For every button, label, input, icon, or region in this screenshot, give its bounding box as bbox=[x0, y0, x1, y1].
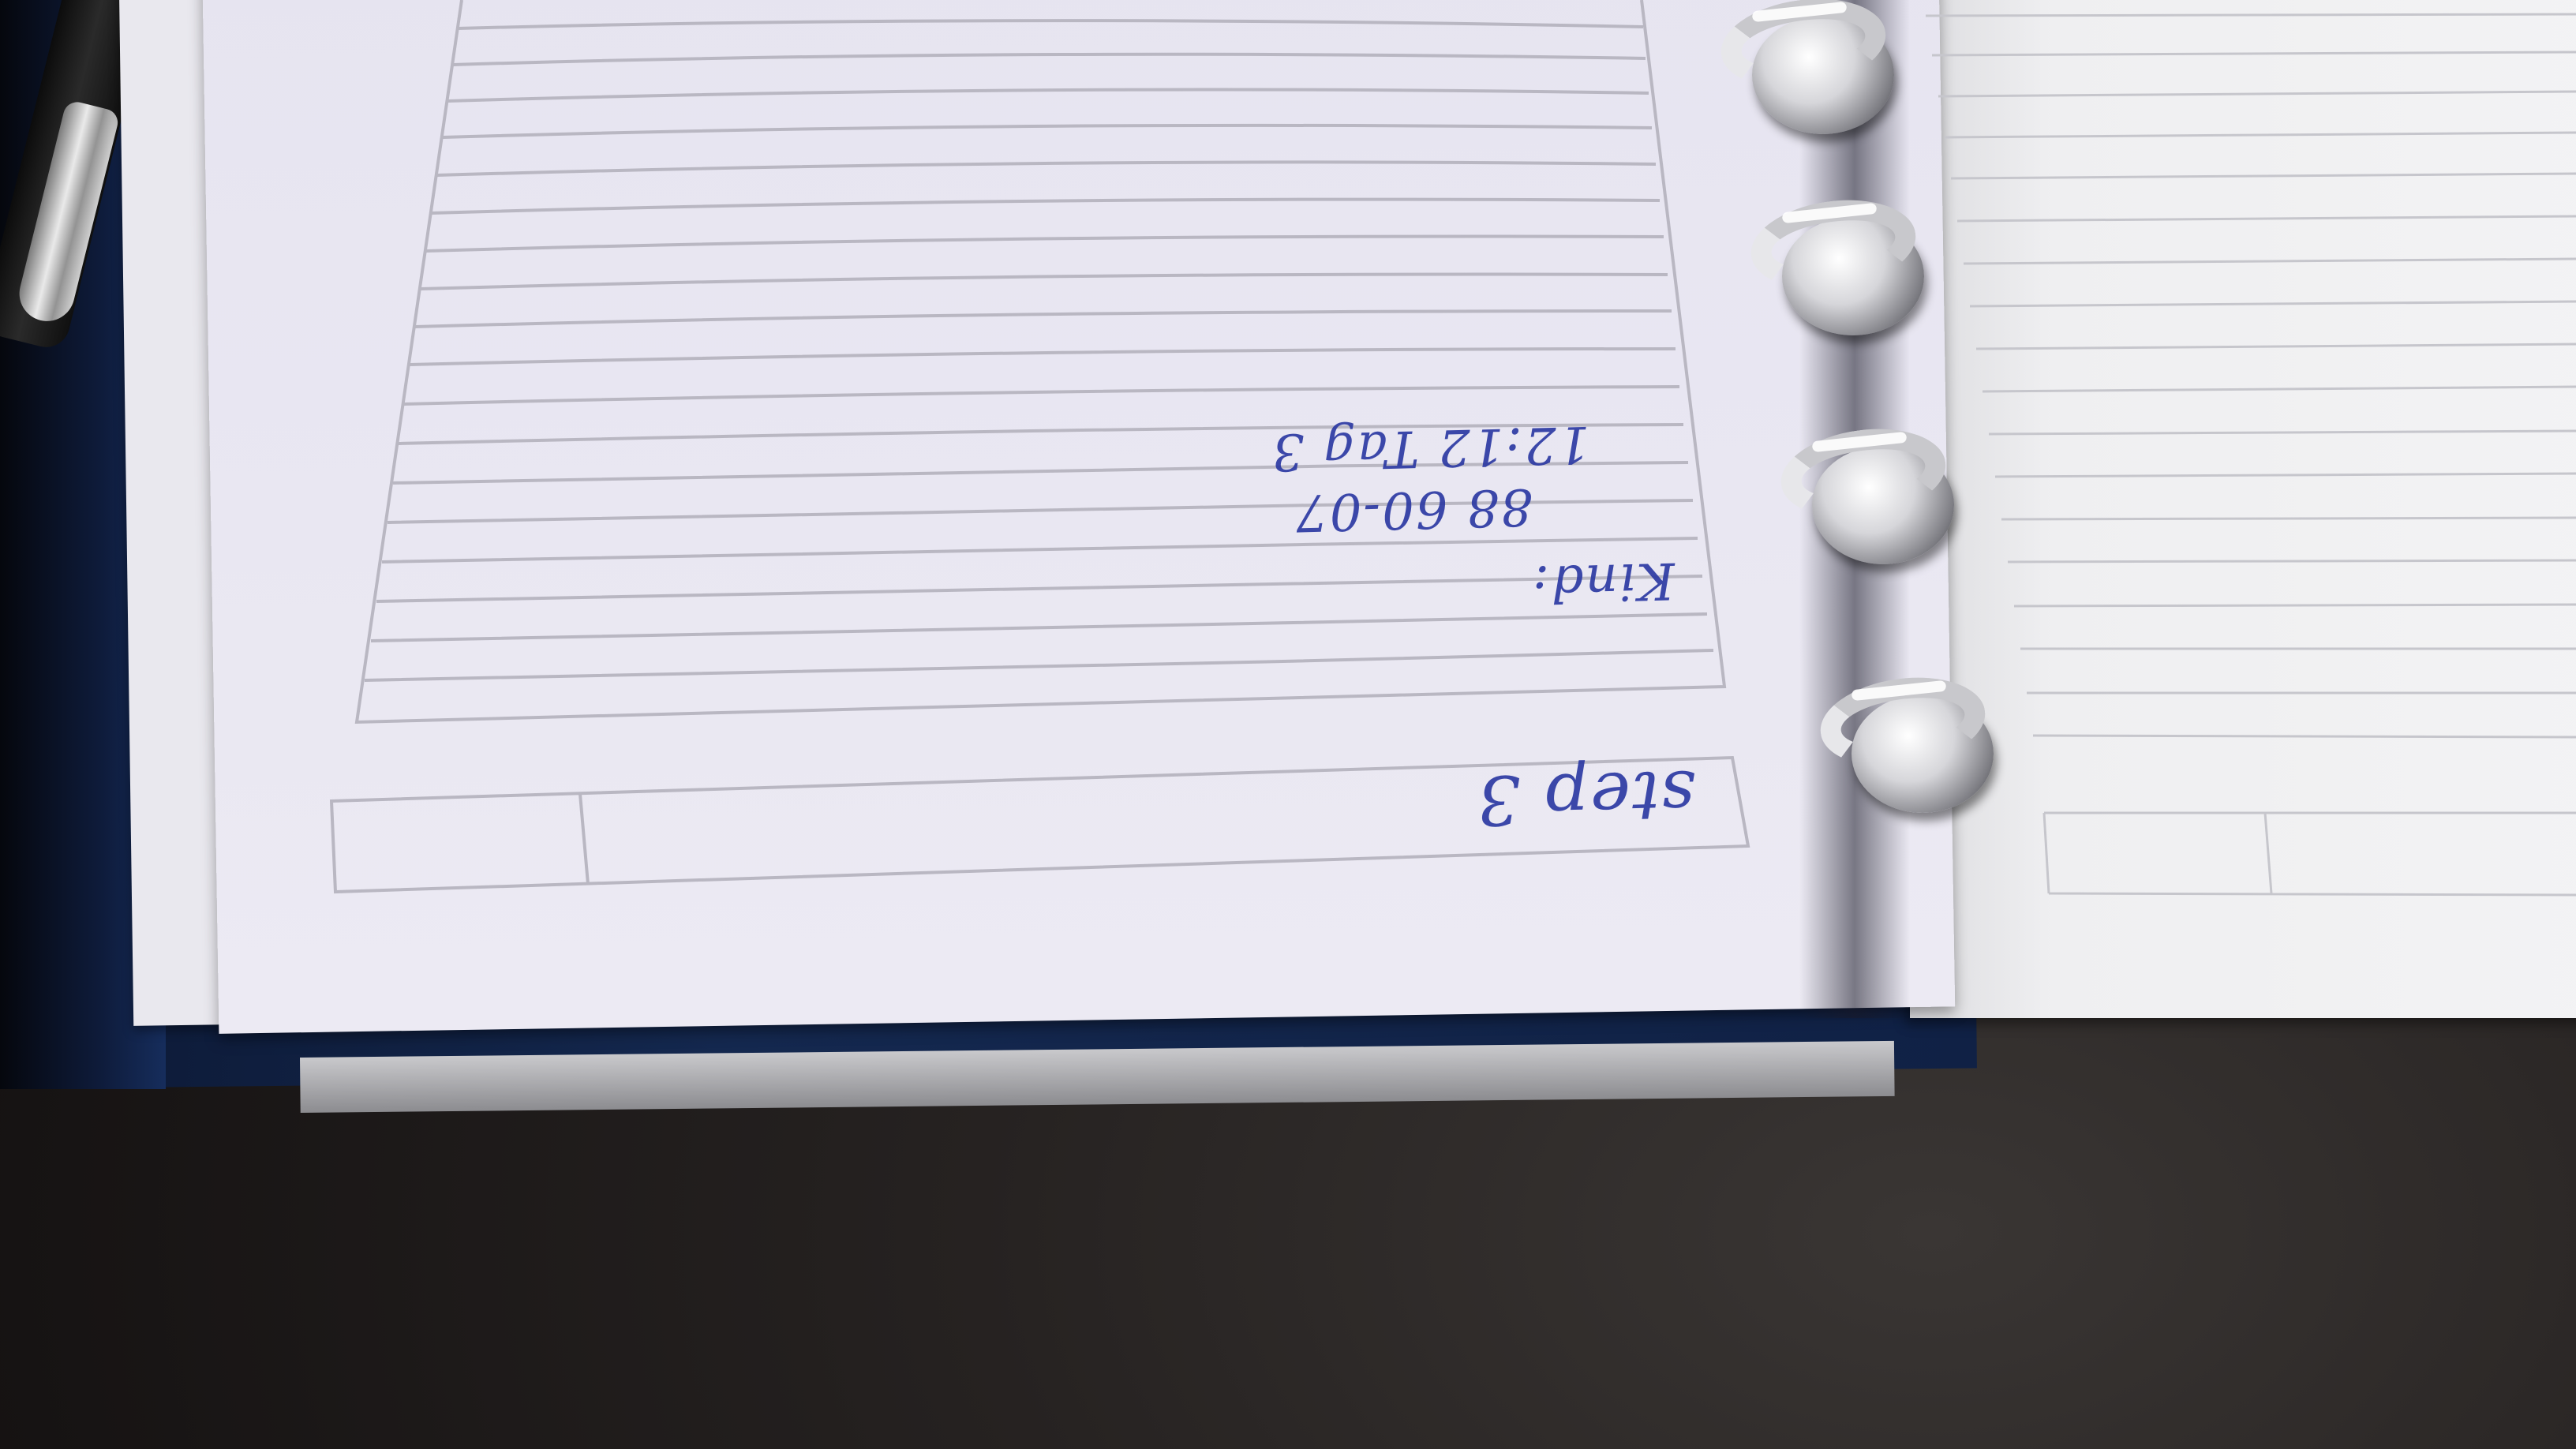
rule-line bbox=[1944, 131, 2576, 139]
rule-line bbox=[436, 160, 1657, 177]
rule-line bbox=[431, 197, 1661, 215]
right-page-rules bbox=[1925, 13, 2576, 897]
rule-line bbox=[2013, 603, 2576, 608]
rule-line bbox=[1925, 13, 2576, 17]
right-notebook-page bbox=[1910, 0, 2576, 1018]
rule-line bbox=[1950, 172, 2576, 180]
rule-line bbox=[442, 123, 1653, 139]
rule-line bbox=[387, 499, 1694, 524]
footer-box-divider bbox=[578, 793, 590, 885]
rule-line bbox=[381, 537, 1698, 564]
ring-disc bbox=[1752, 16, 1894, 134]
rule-line bbox=[1982, 385, 2576, 393]
binder-ring bbox=[1814, 667, 2017, 813]
rule-line bbox=[370, 612, 1708, 642]
rule-line bbox=[1994, 472, 2576, 478]
rule-line bbox=[425, 234, 1664, 253]
binder-ring bbox=[1775, 418, 1978, 564]
rule-line bbox=[1931, 51, 2576, 57]
rule-line bbox=[2032, 734, 2576, 739]
rule-line bbox=[403, 385, 1680, 406]
binder-ring bbox=[1715, 0, 1918, 134]
right-footer-box bbox=[2042, 811, 2576, 897]
rule-line bbox=[1969, 300, 2576, 308]
ring-disc bbox=[1852, 695, 1994, 813]
rule-line bbox=[414, 309, 1672, 328]
rule-line bbox=[392, 461, 1689, 485]
rule-line bbox=[409, 347, 1676, 366]
rule-line bbox=[1956, 215, 2576, 223]
rule-line bbox=[457, 19, 1644, 30]
rule-line bbox=[2001, 516, 2576, 521]
ruled-frame bbox=[354, 0, 1727, 724]
rule-line bbox=[2007, 559, 2576, 564]
binder-ring bbox=[1745, 189, 1948, 335]
handwritten-number: 88 60-07 bbox=[1294, 477, 1534, 541]
rule-line bbox=[447, 88, 1649, 103]
rule-line bbox=[1975, 343, 2576, 350]
rule-line bbox=[1963, 257, 2576, 265]
handwritten-step: step 3 bbox=[1474, 754, 1697, 840]
rule-line bbox=[398, 423, 1684, 445]
handwritten-time: 12:12 Tag 3 bbox=[1270, 414, 1591, 481]
rule-line bbox=[364, 649, 1714, 682]
footer-box bbox=[329, 755, 1750, 894]
left-page-rules bbox=[329, 0, 1750, 894]
rule-line bbox=[376, 575, 1703, 603]
handwritten-kind-label: Kind: bbox=[1530, 550, 1676, 613]
ring-disc bbox=[1812, 446, 1954, 564]
rule-line bbox=[1988, 429, 2576, 436]
rule-line bbox=[452, 52, 1646, 66]
rule-line bbox=[420, 272, 1668, 290]
rule-line bbox=[1938, 90, 2576, 98]
ring-disc bbox=[1782, 217, 1924, 335]
